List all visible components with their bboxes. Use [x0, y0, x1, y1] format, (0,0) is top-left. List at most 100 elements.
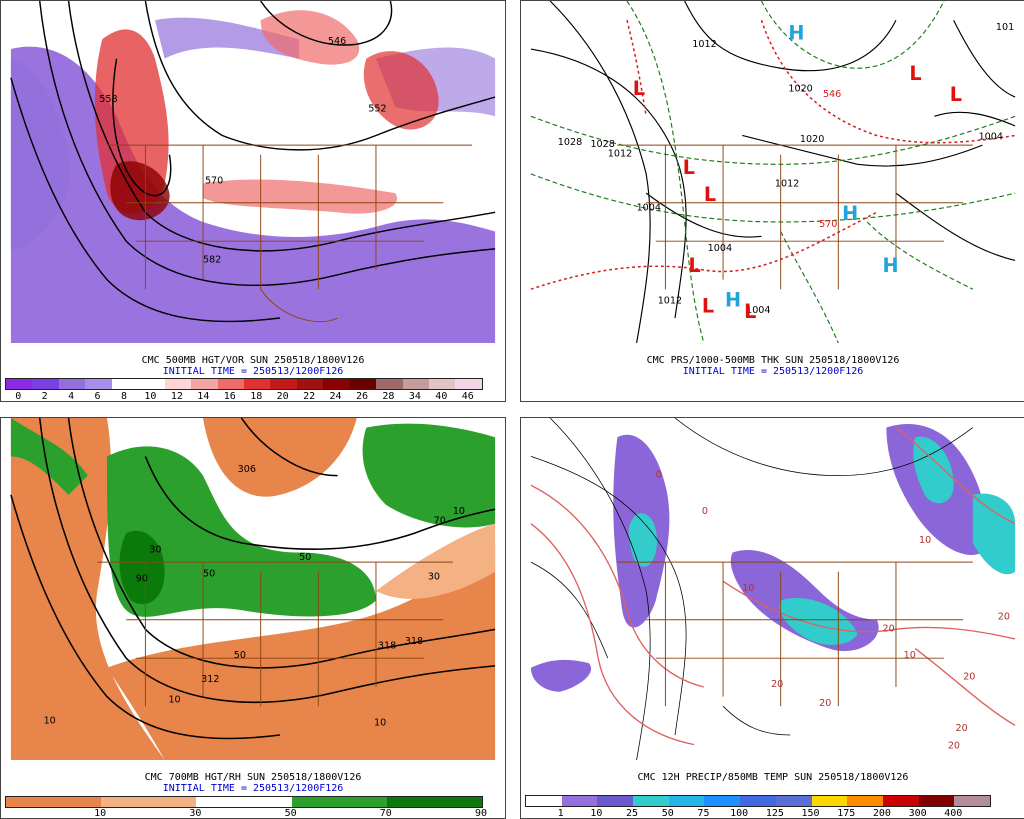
rh-label: 50	[234, 650, 246, 661]
contour-label: 306	[238, 464, 256, 475]
colorbar-swatch	[339, 797, 387, 807]
temp-label: 10	[904, 650, 916, 661]
colorbar-swatch	[668, 796, 705, 806]
temp-label: 10	[742, 583, 754, 594]
contour-label: 546	[328, 36, 346, 47]
colorbar-tick-label: 22	[303, 391, 316, 402]
rh-label: 70	[434, 516, 446, 527]
colorbar-tick-label: 20	[276, 391, 289, 402]
isobar-label: 1012	[608, 149, 632, 160]
low-pressure-marker: L	[688, 254, 700, 277]
isobar-label: 1012	[692, 39, 716, 50]
high-pressure-marker: H	[883, 254, 899, 277]
isobar-label: 1004	[979, 131, 1003, 142]
colorbar-swatch	[847, 796, 883, 806]
colorbar-tick-label: 50	[284, 808, 297, 819]
colorbar-swatch	[6, 379, 33, 389]
colorbar-tick-label: 10	[144, 391, 157, 402]
high-pressure-marker: H	[788, 21, 804, 44]
colorbar-swatch	[85, 379, 112, 389]
colorbar-tick-label: 24	[329, 391, 342, 402]
thickness-label: 570	[819, 219, 837, 230]
colorbar-vorticity	[5, 378, 483, 390]
isobar-label: 1028	[590, 139, 614, 150]
colorbar-tick-label: 40	[435, 391, 448, 402]
rh-label: 50	[299, 552, 311, 563]
colorbar-swatch	[349, 379, 377, 389]
rh-label: 10	[168, 694, 180, 705]
temp-label: 0	[702, 506, 708, 517]
high-pressure-marker: H	[842, 202, 858, 225]
panel-title: CMC 12H PRECIP/850MB TEMP SUN 250518/180…	[637, 772, 909, 783]
colorbar-swatch	[918, 796, 955, 806]
colorbar-tick-label: 2	[41, 391, 48, 402]
rh-label: 10	[453, 506, 465, 517]
isobar-label: 1012	[775, 178, 799, 189]
initial-time: INITIAL TIME = 250513/1200F126	[162, 783, 344, 794]
low-pressure-marker: L	[950, 83, 962, 106]
colorbar-swatch	[296, 379, 324, 389]
colorbar-tick-label: 70	[379, 808, 392, 819]
low-pressure-marker: L	[702, 294, 714, 317]
temp-label: 10	[919, 535, 931, 546]
panel-title: CMC PRS/1000-500MB THK SUN 250518/1800V1…	[646, 355, 900, 366]
colorbar-tick-label: 25	[626, 808, 639, 819]
temp-label: 20	[948, 740, 960, 751]
colorbar-tick-label: 100	[730, 808, 749, 819]
rh-label: 30	[149, 544, 161, 555]
colorbar-swatch	[32, 379, 59, 389]
colorbar-swatch	[526, 796, 562, 806]
colorbar-tick-label: 12	[170, 391, 183, 402]
colorbar-swatch	[196, 797, 244, 807]
colorbar-swatch	[243, 797, 292, 807]
colorbar-swatch	[429, 379, 456, 389]
panel-precip-850mb: 0 10 20 20 20 10 0 10 20 20 20 20 CMC 12…	[520, 417, 1024, 819]
isobar-label: 1028	[558, 137, 582, 148]
low-pressure-marker: L	[683, 156, 695, 179]
colorbar-swatch	[455, 379, 482, 389]
colorbar-swatch	[270, 379, 297, 389]
low-pressure-marker: L	[633, 77, 645, 100]
contour-label: 318	[405, 636, 423, 647]
panel-700mb-rh: 306 312 318 318 10 10 30 50 90 50 70 10 …	[0, 417, 506, 819]
rh-label: 10	[374, 717, 386, 728]
colorbar-swatch	[561, 796, 598, 806]
colorbar-swatch	[164, 379, 192, 389]
temp-label: 20	[963, 671, 975, 682]
isobar-label: 1020	[800, 134, 824, 145]
rh-label: 10	[44, 715, 56, 726]
rh-label: 30	[428, 571, 440, 582]
isobar-label: 1020	[788, 83, 812, 94]
colorbar-tick-label: 46	[461, 391, 474, 402]
colorbar-swatch	[386, 797, 435, 807]
colorbar-swatch	[58, 379, 86, 389]
colorbar-swatch	[376, 379, 403, 389]
temp-label: 20	[956, 723, 968, 734]
contour-label: 570	[205, 176, 223, 187]
colorbar-swatch	[323, 379, 350, 389]
colorbar-tick-label: 28	[382, 391, 395, 402]
colorbar-tick-label: 10	[590, 808, 603, 819]
colorbar-tick-label: 26	[355, 391, 369, 402]
isobar-label: 1004	[708, 243, 732, 254]
contour-label: 312	[201, 674, 219, 685]
high-pressure-marker: H	[725, 288, 741, 311]
colorbar-tick-label: 400	[944, 808, 963, 819]
contour-label: 552	[368, 103, 386, 114]
colorbar-swatch	[882, 796, 919, 806]
colorbar-tick-label: 0	[15, 391, 22, 402]
isobar-label: 1004	[746, 305, 770, 316]
initial-time: INITIAL TIME = 250513/1200F126	[682, 366, 864, 377]
colorbar-tick-label: 6	[94, 391, 101, 402]
temp-label: 20	[998, 612, 1010, 623]
colorbar-tick-label: 10	[94, 808, 107, 819]
colorbar-tick-label: 30	[189, 808, 202, 819]
isobar-label: 101	[996, 22, 1014, 33]
colorbar-tick-label: 16	[223, 391, 236, 402]
temp-label: 0	[656, 470, 662, 481]
colorbar-swatch	[291, 797, 340, 807]
rh-label: 90	[136, 573, 148, 584]
colorbar-tick-label: 200	[872, 808, 891, 819]
isobar-label: 1012	[658, 296, 682, 307]
colorbar-tick-label: 4	[68, 391, 75, 402]
